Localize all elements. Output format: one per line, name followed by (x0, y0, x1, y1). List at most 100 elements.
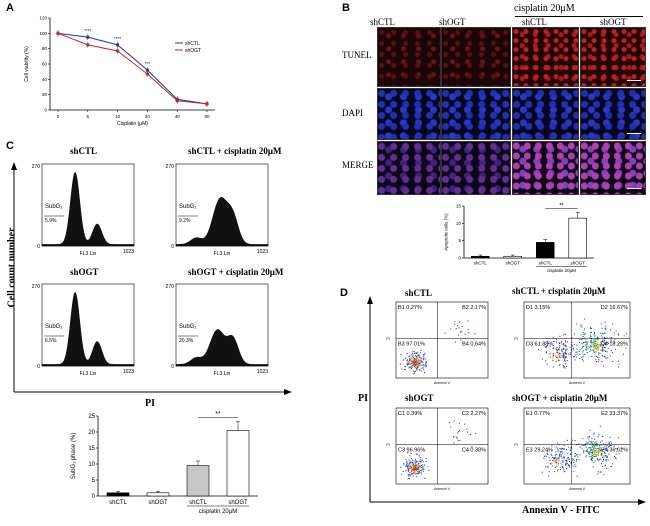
dotplot-event (586, 348, 588, 350)
dotplot-event (613, 340, 615, 342)
a-xtick-label: 5 (87, 114, 90, 119)
dotplot-event (559, 354, 561, 356)
dotplot-event (562, 466, 564, 468)
dotplot-event (401, 368, 403, 370)
d-title-3: shOGT (405, 393, 434, 403)
dotplot-event (604, 444, 606, 446)
dotplot-event (575, 466, 577, 468)
dotplot-event (416, 473, 418, 475)
dotplot-event (418, 358, 420, 360)
dotplot-event (545, 346, 547, 348)
dotplot-event (556, 462, 558, 464)
a-xtick-label: 20 (145, 114, 151, 119)
dotplot-event (591, 455, 593, 457)
dotplot-event (573, 356, 575, 358)
dotplot-event (547, 454, 549, 456)
dotplot-event (591, 459, 593, 461)
dotplot-event (413, 359, 415, 361)
dotplot-event (407, 465, 409, 467)
dotplot-event (422, 367, 424, 369)
dotplot-event (590, 327, 592, 329)
hist-distribution (175, 329, 269, 367)
dotplot-event (597, 454, 599, 456)
dotplot-event (420, 361, 422, 363)
dotplot-event (410, 366, 412, 368)
dotplot-event (423, 466, 425, 468)
dotplot-event (563, 343, 565, 345)
dotplot-event (588, 438, 590, 440)
dotplot-event (417, 361, 419, 363)
dotplot-event (410, 358, 412, 360)
b-xlabel: cisplatin 20μM (547, 268, 576, 273)
dotplot-event (552, 360, 554, 362)
dotplot-event (605, 455, 607, 457)
dotplot-event (584, 443, 586, 445)
dotplot-event (555, 460, 557, 462)
dotplot-event (554, 454, 556, 456)
a-legend-label: shOGT (185, 48, 201, 54)
dotplot-event (606, 457, 608, 459)
dotplot-event (414, 466, 416, 468)
dotplot-event (413, 365, 415, 367)
dotplot-event (415, 466, 417, 468)
quadrant-ll-label: B3 97.01% (398, 341, 425, 347)
dotplot-event (458, 430, 460, 432)
quadrant-ur-label: C2 2.27% (462, 411, 486, 417)
dotplot-event (563, 354, 565, 356)
dotplot-event (597, 436, 599, 438)
dotplot-shctl: B1 0.27% B2 2.17% B3 97.01% B4 0.64% Annexin… (386, 301, 489, 385)
hist-tick-1023: 1023 (257, 369, 268, 375)
dotplot-event (574, 456, 576, 458)
dotplot-event (410, 466, 412, 468)
dotplot-event (596, 347, 598, 349)
dotplot-event (413, 361, 415, 363)
dotplot-event (594, 445, 596, 447)
dotplot-event (581, 359, 583, 361)
dotplot-event (587, 347, 589, 349)
dotplot-event (568, 458, 570, 460)
dotplot-event (551, 356, 553, 358)
dotplot-event (610, 341, 612, 343)
dotplot-event (581, 444, 583, 446)
dotplot-event (411, 356, 413, 358)
dotplot-event (471, 446, 473, 448)
dotplot-event (582, 360, 584, 362)
dotplot-event (606, 467, 608, 469)
dotplot-event (604, 336, 606, 338)
dotplot-event (410, 452, 412, 454)
dotplot-event (417, 471, 419, 473)
dotplot-event (599, 341, 601, 343)
c-x-axis-arrow (284, 389, 292, 395)
dotplot-event (586, 341, 588, 343)
dotplot-frame (395, 301, 489, 379)
dotplot-event (596, 455, 598, 457)
dotplot-event (421, 359, 423, 361)
dotplot-event (590, 336, 592, 338)
d-x-axis-arrow (638, 499, 646, 505)
dotplot-event (407, 475, 409, 477)
dotplot-event (594, 342, 596, 344)
dotplot-event (553, 460, 555, 462)
dotplot-event (564, 357, 566, 359)
dotplot-event (412, 463, 414, 465)
dotplot-event (602, 459, 604, 461)
dotplot-event (414, 360, 416, 362)
dotplot-event (414, 468, 416, 470)
dotplot-event (421, 361, 423, 363)
dotplot-event (417, 355, 419, 357)
dotplot-event (412, 466, 414, 468)
dotplot-event (411, 362, 413, 364)
dotplot-event (574, 439, 576, 441)
dotplot-event (559, 346, 561, 348)
subg1-percent: 6.5% (45, 338, 57, 344)
panel-label-c: C (6, 140, 14, 152)
dotplot-event (557, 348, 559, 350)
dotplot-event (418, 360, 420, 362)
dotplot-event (570, 450, 572, 452)
c-bar (186, 465, 210, 497)
dotplot-event (604, 332, 606, 334)
dotplot-event (421, 364, 423, 366)
dotplot-event (596, 443, 598, 445)
dotplot-event (591, 347, 593, 349)
panel-label-d: D (340, 287, 348, 299)
